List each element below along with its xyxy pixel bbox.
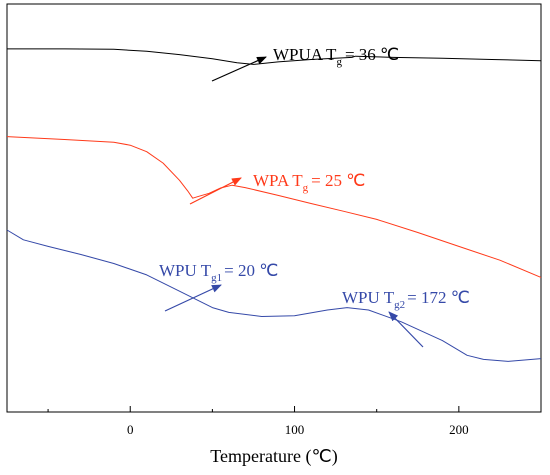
wpu-tg1-label-rest: = 20 ℃ xyxy=(224,261,278,280)
wpu-curve xyxy=(6,229,542,362)
wpua-label-text: WPUA T xyxy=(273,45,337,64)
wpa-arrow xyxy=(189,177,242,205)
wpu-tg1-label-sub: g1 xyxy=(211,272,222,284)
wpu-tg1-arrow xyxy=(164,284,222,312)
wpa-label-rest: = 25 ℃ xyxy=(311,171,365,190)
x-axis: 0 100 200 xyxy=(47,406,542,437)
wpua-arrow xyxy=(211,56,267,82)
wpa-curve xyxy=(6,136,542,278)
x-tick-label: 100 xyxy=(285,422,305,437)
wpua-label-sub: g xyxy=(336,56,342,68)
plot-frame xyxy=(6,3,542,413)
wpua-label-rest: = 36 ℃ xyxy=(345,45,399,64)
x-tick-label: 200 xyxy=(449,422,469,437)
wpa-label: WPA Tg = 25 ℃ xyxy=(253,171,365,194)
wpu-tg1-label: WPU Tg1 = 20 ℃ xyxy=(159,261,278,284)
wpu-tg2-label-rest: = 172 ℃ xyxy=(407,288,470,307)
wpa-label-sub: g xyxy=(303,182,309,194)
wpua-label: WPUA Tg = 36 ℃ xyxy=(273,45,399,68)
x-axis-title: Temperature (℃) xyxy=(210,446,337,467)
wpu-tg2-arrow xyxy=(388,311,424,348)
wpa-label-text: WPA T xyxy=(253,171,303,190)
series-layer xyxy=(6,48,542,362)
wpu-tg2-label: WPU Tg2 = 172 ℃ xyxy=(342,288,470,311)
x-tick-label: 0 xyxy=(127,422,134,437)
wpu-tg2-label-text: WPU T xyxy=(342,288,395,307)
wpu-tg2-label-sub: g2 xyxy=(394,299,405,311)
wpu-tg1-label-text: WPU T xyxy=(159,261,212,280)
